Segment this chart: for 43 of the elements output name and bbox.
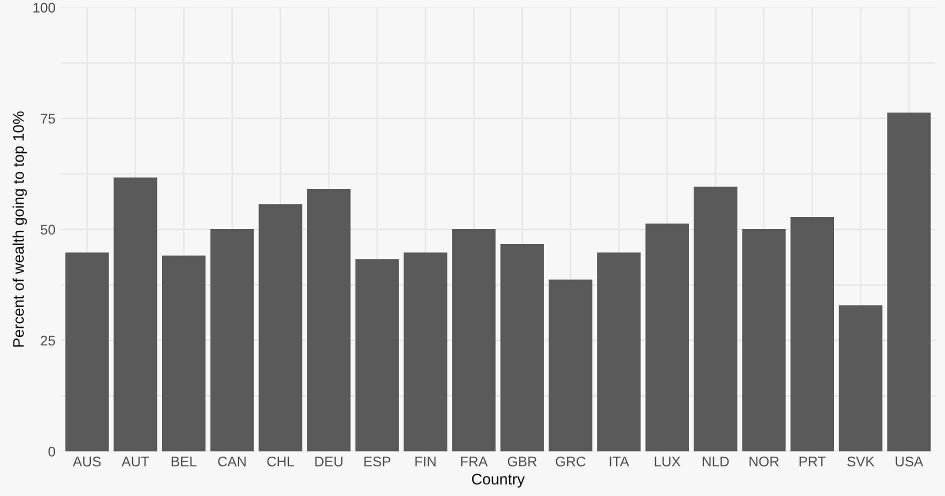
bar [742,228,786,452]
x-tick-label: CAN [218,456,246,466]
y-tick-label: 0 [48,446,56,457]
x-tick-label: GRC [556,456,586,466]
x-tick-label: SVK [847,456,874,466]
bar [645,224,689,452]
x-tick-label: FRA [461,456,488,466]
x-tick-label: ITA [610,456,630,466]
y-tick-label: 75 [40,114,56,124]
bar [790,216,834,452]
x-axis-title: Country [472,474,525,488]
x-tick-label: BEL [172,456,196,466]
bar [500,244,544,452]
bar [452,228,496,452]
x-tick-label: PRT [800,456,826,466]
x-tick-label: NLD [702,456,729,466]
bar [597,252,641,452]
bar [258,204,302,452]
bar [355,259,399,452]
bar [65,252,109,452]
x-tick-label: GBR [508,456,537,466]
bar [162,256,206,452]
bar [210,228,254,452]
x-tick-label: AUS [72,456,101,466]
bar [307,189,351,452]
x-tick-label: CHL [267,456,294,466]
x-tick-label: DEU [315,456,342,466]
x-tick-label: LUX [654,456,680,466]
x-tick-label: AUT [122,456,149,466]
y-tick-label: 25 [40,336,56,346]
y-tick-label: 100 [34,2,56,13]
y-tick-label: 50 [40,224,56,235]
bar [404,252,448,452]
x-tick-label: FIN [415,456,436,466]
x-tick-label: NOR [750,456,779,466]
bar [548,280,592,452]
x-tick-label: USA [896,456,924,466]
x-tick-label: ESP [364,456,390,466]
bar [887,112,931,452]
y-axis-title: Percent of wealth going to top 10% [12,111,27,347]
bar [114,177,158,452]
bar [694,186,738,452]
bar [838,305,882,452]
